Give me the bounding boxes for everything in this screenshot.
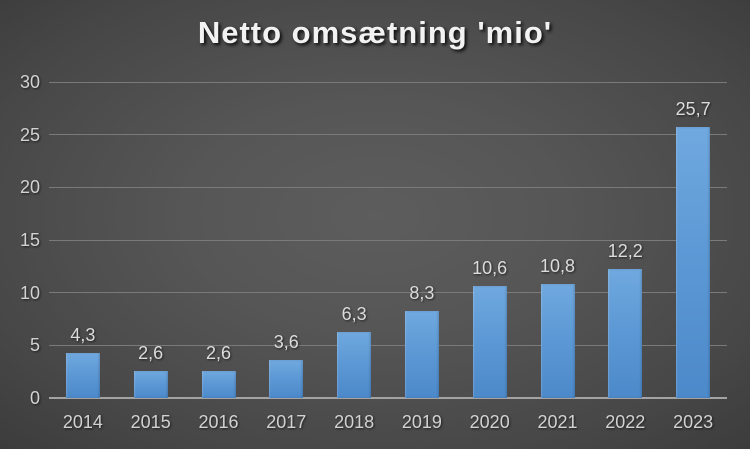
x-axis-tick-label-2023: 2023	[673, 412, 714, 432]
bar-2014	[65, 352, 100, 398]
gridline-20	[49, 186, 727, 188]
y-axis-tick-label: 25	[19, 124, 40, 145]
bar-value-label-2020: 10,6	[472, 258, 508, 279]
gridline-10	[49, 292, 727, 294]
bar-value-label-2015: 2,6	[138, 342, 164, 363]
bar-2015	[133, 370, 168, 398]
bar-2018	[337, 331, 372, 398]
bar-2019	[404, 310, 439, 398]
bar-value-label-2017: 3,6	[273, 332, 299, 353]
gridline-30	[49, 81, 727, 83]
bar-2022	[608, 269, 643, 398]
x-axis-tick-label-2020: 2020	[469, 412, 510, 432]
bar-2023	[676, 127, 711, 398]
bar-2016	[201, 370, 236, 398]
x-axis-tick-label-2016: 2016	[198, 412, 239, 432]
bar-value-label-2018: 6,3	[341, 303, 367, 324]
x-axis-tick-label-2014: 2014	[62, 412, 103, 432]
x-axis-tick-label-2021: 2021	[537, 412, 578, 432]
y-axis-tick-label: 5	[29, 335, 40, 356]
x-axis-tick-label-2018: 2018	[334, 412, 375, 432]
y-axis-tick-label: 20	[19, 177, 40, 198]
bar-value-label-2014: 4,3	[70, 324, 96, 345]
x-axis-line	[49, 397, 727, 399]
gridline-5	[49, 344, 727, 346]
bar-2020	[472, 286, 507, 398]
bar-value-label-2022: 12,2	[607, 241, 643, 262]
x-axis-tick-label-2015: 2015	[130, 412, 171, 432]
y-axis-tick-label: 30	[19, 72, 40, 92]
y-axis-tick-label: 10	[19, 282, 40, 303]
bar-value-label-2019: 8,3	[409, 282, 435, 303]
bar-value-label-2023: 25,7	[675, 99, 711, 120]
x-axis-tick-label-2019: 2019	[401, 412, 442, 432]
bar-2017	[269, 360, 304, 398]
y-axis-tick-label: 0	[29, 388, 40, 408]
gridline-25	[49, 134, 727, 136]
bar-2021	[540, 284, 575, 398]
bar-value-label-2016: 2,6	[205, 342, 232, 363]
gridline-15	[49, 239, 727, 241]
chart-title: Netto omsætning 'mio'	[197, 15, 553, 50]
x-axis-tick-label-2022: 2022	[605, 412, 646, 432]
x-axis-tick-label-2017: 2017	[266, 412, 307, 432]
y-axis-tick-label: 15	[19, 230, 40, 250]
bar-value-label-2021: 10,8	[539, 256, 576, 277]
